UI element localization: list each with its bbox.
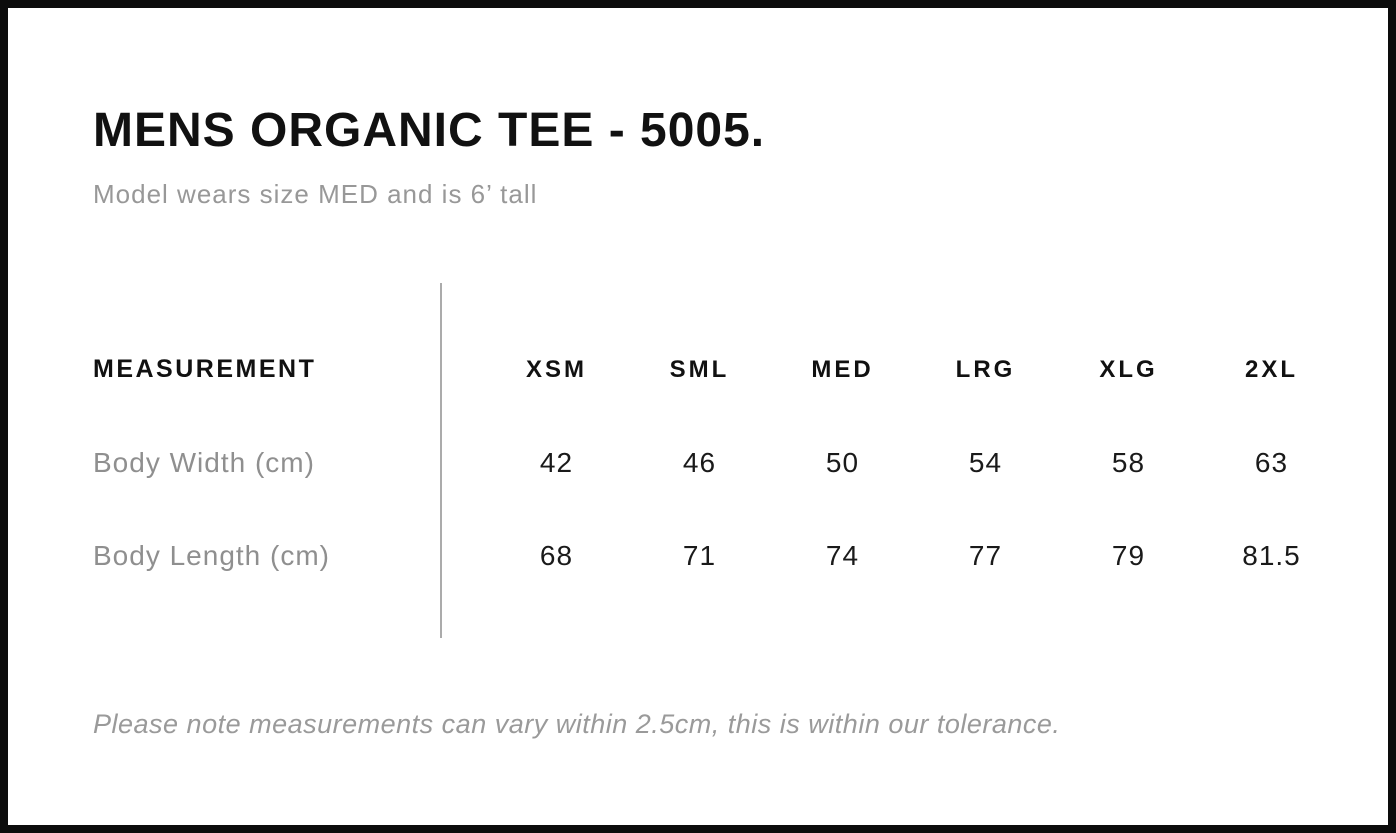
- column-header-xlg: XLG: [1099, 355, 1158, 383]
- column-header-lrg: LRG: [955, 355, 1016, 383]
- body-length-lrg: 77: [968, 539, 1003, 571]
- body-width-med: 50: [825, 446, 860, 478]
- body-length-2xl: 81.5: [1242, 539, 1301, 571]
- body-length-med: 74: [825, 539, 860, 571]
- body-width-2xl: 63: [1254, 446, 1289, 478]
- model-size-note: Model wears size MED and is 6’ tall: [93, 179, 538, 209]
- column-header-xsm: XSM: [525, 355, 587, 383]
- column-header-sml: SML: [669, 355, 730, 383]
- row-label-body-length: Body Length (cm): [93, 539, 330, 571]
- body-length-xsm: 68: [539, 539, 574, 571]
- body-width-lrg: 54: [968, 446, 1003, 478]
- body-length-xlg: 79: [1111, 539, 1146, 571]
- body-width-sml: 46: [682, 446, 717, 478]
- table-vertical-divider: [440, 283, 442, 638]
- size-grid: MEASUREMENT XSM SML MED LRG XLG 2XL Body…: [93, 323, 1343, 602]
- body-width-xsm: 42: [539, 446, 574, 478]
- column-header-measurement: MEASUREMENT: [93, 355, 317, 383]
- body-length-sml: 71: [682, 539, 717, 571]
- column-header-2xl: 2XL: [1244, 355, 1298, 383]
- size-table: MEASUREMENT XSM SML MED LRG XLG 2XL Body…: [93, 283, 1343, 638]
- row-label-body-width: Body Width (cm): [93, 446, 315, 478]
- column-header-med: MED: [811, 355, 874, 383]
- tolerance-note: Please note measurements can vary within…: [93, 709, 1061, 739]
- body-width-xlg: 58: [1111, 446, 1146, 478]
- product-title: MENS ORGANIC TEE - 5005.: [93, 104, 766, 157]
